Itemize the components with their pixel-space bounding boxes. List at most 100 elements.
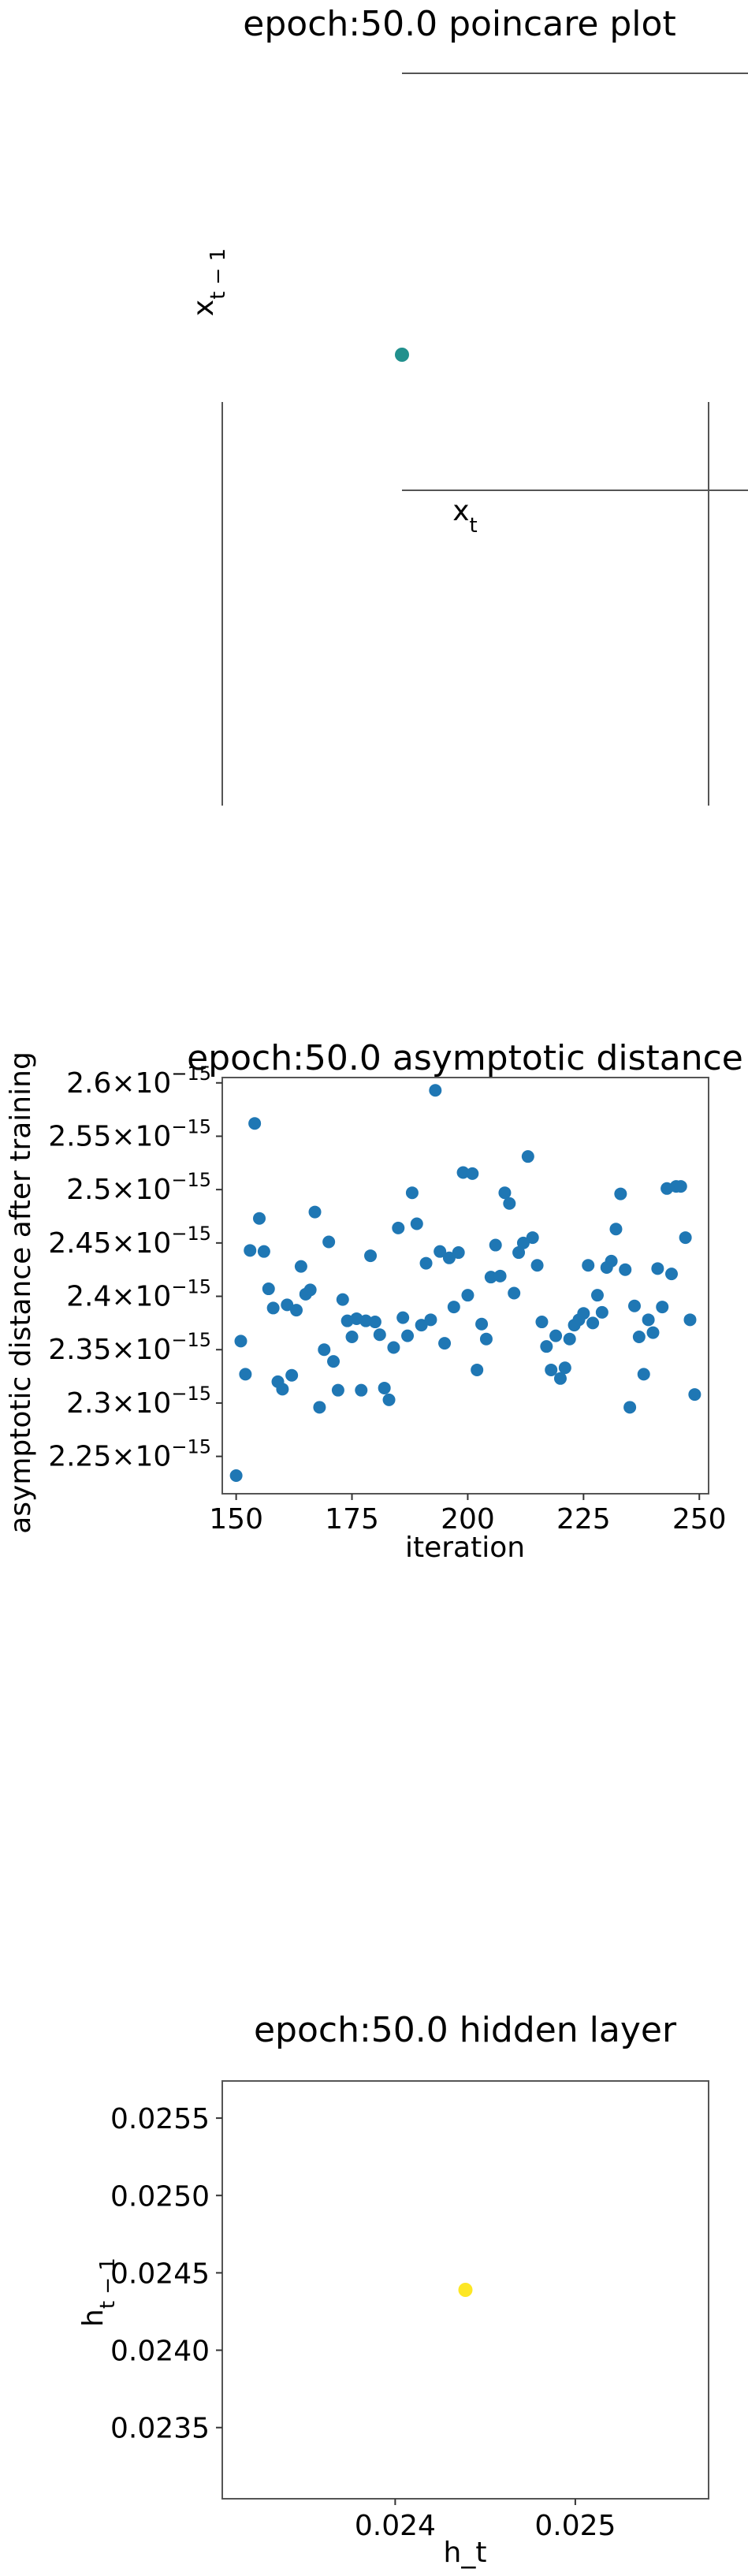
data-point xyxy=(642,1313,655,1327)
poincare-y-label: xt − 1 xyxy=(188,248,230,316)
data-point xyxy=(266,1301,280,1315)
data-point xyxy=(442,1251,456,1264)
data-point xyxy=(475,1317,489,1331)
poincare-point xyxy=(395,348,409,362)
data-point xyxy=(489,1238,502,1252)
data-point xyxy=(438,1337,452,1350)
data-point xyxy=(577,1307,590,1320)
y-tick-label: 2.35×10−15 xyxy=(48,1329,211,1366)
hidden-layer-plot-frame xyxy=(221,2080,709,2500)
asymptotic-distance-chart: epoch:50.0 asymptotic distance 2.25×10−1… xyxy=(5,1038,743,1564)
data-point xyxy=(387,1341,400,1354)
y-tick-label: 0.0240 xyxy=(110,2336,210,2368)
data-point xyxy=(345,1330,359,1343)
data-point xyxy=(503,1197,516,1210)
data-point xyxy=(447,1301,460,1314)
poincare-x-label: xt xyxy=(452,495,478,538)
data-point xyxy=(313,1401,326,1414)
data-point xyxy=(229,1469,243,1482)
data-point xyxy=(424,1313,437,1327)
data-point xyxy=(327,1355,341,1368)
data-point xyxy=(373,1328,386,1342)
data-point xyxy=(553,1372,567,1385)
poincare-plot: epoch:50.0 poincare plot xt − 1 xt xyxy=(188,4,748,806)
data-point xyxy=(498,1186,512,1200)
y-tick-label: 2.5×10−15 xyxy=(66,1169,211,1206)
data-point xyxy=(461,1289,474,1302)
x-tick-label: 0.025 xyxy=(534,2510,616,2542)
data-point xyxy=(471,1363,484,1376)
data-point xyxy=(508,1286,521,1300)
data-point xyxy=(632,1330,646,1343)
data-point xyxy=(526,1231,539,1245)
y-tick-label: 0.0235 xyxy=(110,2413,210,2445)
asymptotic-points xyxy=(229,1084,701,1482)
hidden-layer-x-ticks: 0.024 0.025 xyxy=(355,2499,616,2542)
x-tick-label: 250 xyxy=(672,1503,727,1536)
asymptotic-plot-frame xyxy=(221,1077,709,1495)
x-tick-label: 150 xyxy=(209,1503,263,1536)
asymptotic-y-ticks: 2.25×10−15 2.3×10−15 2.35×10−15 2.4×10−15 2.… xyxy=(48,1063,222,1473)
data-point xyxy=(429,1084,442,1097)
data-point xyxy=(586,1316,600,1330)
data-point xyxy=(614,1187,627,1201)
y-tick-label: 2.3×10−15 xyxy=(66,1383,211,1420)
data-point xyxy=(664,1268,678,1281)
data-point xyxy=(688,1388,701,1402)
y-tick-label: 2.6×10−15 xyxy=(66,1063,211,1100)
data-point xyxy=(535,1316,549,1329)
poincare-plot-title: epoch:50.0 poincare plot xyxy=(243,4,675,44)
data-point xyxy=(410,1217,423,1230)
data-point xyxy=(244,1244,257,1257)
data-point xyxy=(364,1249,378,1263)
data-point xyxy=(656,1301,669,1314)
data-point xyxy=(355,1383,368,1397)
data-point xyxy=(452,1246,465,1260)
hidden-layer-y-ticks: 0.0235 0.0240 0.0245 0.0250 0.0255 xyxy=(110,2103,222,2445)
data-point xyxy=(651,1262,664,1275)
data-point xyxy=(401,1329,415,1342)
data-point xyxy=(646,1326,660,1339)
data-point xyxy=(419,1256,433,1270)
asymptotic-x-ticks: 150 175 200 225 250 xyxy=(209,1494,727,1536)
data-point xyxy=(322,1235,336,1249)
x-tick-label: 200 xyxy=(441,1503,495,1536)
y-tick-label: 2.4×10−15 xyxy=(66,1276,211,1313)
data-point xyxy=(637,1368,650,1381)
data-point xyxy=(359,1314,373,1327)
data-point xyxy=(262,1282,275,1296)
data-point xyxy=(331,1383,344,1397)
data-point xyxy=(303,1283,317,1297)
data-point xyxy=(679,1231,692,1245)
data-point xyxy=(382,1393,396,1406)
data-point xyxy=(378,1381,391,1394)
data-point xyxy=(609,1223,623,1236)
data-point xyxy=(253,1212,266,1225)
x-tick-label: 225 xyxy=(556,1503,611,1536)
data-point xyxy=(590,1289,604,1302)
data-point xyxy=(563,1332,576,1346)
data-point xyxy=(239,1368,252,1381)
data-point xyxy=(582,1259,595,1272)
asymptotic-x-label: iteration xyxy=(405,1532,525,1564)
data-point xyxy=(405,1186,419,1200)
data-point xyxy=(290,1304,303,1317)
data-point xyxy=(479,1332,493,1346)
y-tick-label: 0.0245 xyxy=(110,2258,210,2290)
hidden-layer-x-label: h_t xyxy=(444,2537,487,2569)
data-point xyxy=(281,1298,294,1312)
data-point xyxy=(595,1305,608,1319)
data-point xyxy=(466,1167,479,1180)
data-point xyxy=(396,1311,410,1324)
data-point xyxy=(683,1313,697,1327)
data-point xyxy=(627,1299,641,1312)
data-point xyxy=(674,1180,687,1193)
data-point xyxy=(619,1263,632,1276)
asymptotic-y-label: asymptotic distance after training xyxy=(5,1052,37,1534)
asymptotic-distance-title: epoch:50.0 asymptotic distance xyxy=(187,1038,743,1078)
data-point xyxy=(336,1293,349,1306)
hidden-layer-title: epoch:50.0 hidden layer xyxy=(254,2010,677,2050)
data-point xyxy=(493,1269,507,1282)
y-tick-label: 0.0255 xyxy=(110,2103,210,2135)
data-point xyxy=(521,1150,534,1163)
